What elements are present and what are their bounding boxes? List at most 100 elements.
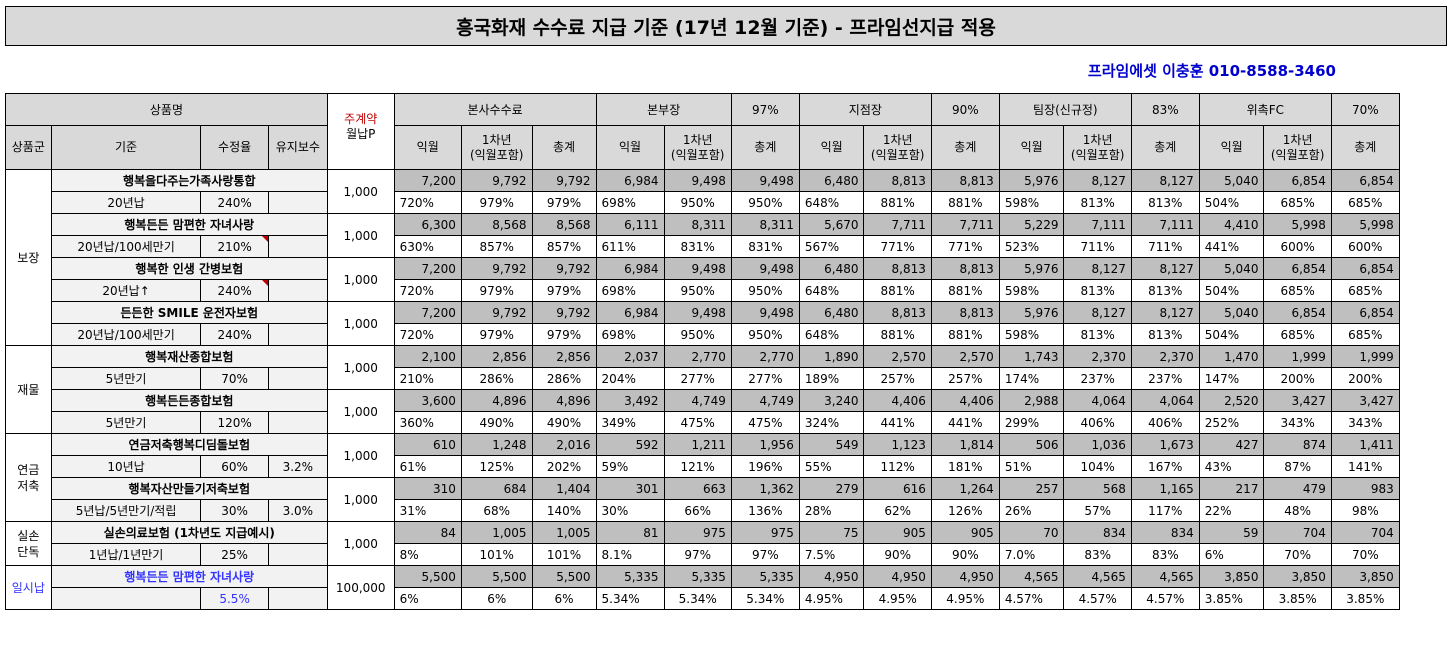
commission-amount: 1,264 [930,477,1000,500]
commission-percent: 685% [1330,279,1400,302]
year1-note: (익월포함) [469,147,524,162]
commission-amount: 427 [1198,433,1265,456]
year1-header: 1차년 (익월포함) [460,125,533,170]
commission-amount: 8,127 [1063,257,1132,280]
commission-amount: 5,976 [998,169,1065,192]
commission-amount: 4,896 [531,389,597,412]
commission-percent: 598% [998,191,1065,214]
commission-amount: 6,854 [1330,257,1400,280]
product-name: 행복재산종합보험 [50,345,328,368]
commission-amount: 663 [663,477,732,500]
commission-amount: 1,814 [930,433,1000,456]
commission-percent: 857% [460,235,533,258]
commission-amount: 3,850 [1330,565,1400,588]
commission-percent: 55% [798,455,865,478]
monthly-premium-value: 100,000 [326,565,395,610]
commission-amount: 8,127 [1130,301,1200,324]
commission-amount: 4,749 [663,389,732,412]
total-header: 총계 [531,125,597,170]
commission-amount: 983 [1330,477,1400,500]
product-group-cell: 재물 [5,345,52,434]
commission-percent: 720% [393,279,462,302]
commission-percent: 8.1% [595,543,665,566]
commission-amount: 616 [863,477,932,500]
commission-amount: 8,813 [930,257,1000,280]
product-basis: 5년납/5년만기/적립 [50,499,202,522]
commission-percent: 31% [393,499,462,522]
commission-percent: 685% [1263,191,1332,214]
commission-percent: 979% [531,323,597,346]
commission-percent: 6% [460,587,533,610]
commission-amount: 310 [393,477,462,500]
commission-percent: 771% [930,235,1000,258]
commission-amount: 5,335 [663,565,732,588]
commission-percent: 257% [930,367,1000,390]
commission-percent: 189% [798,367,865,390]
commission-percent: 881% [930,323,1000,346]
commission-amount: 75 [798,521,865,544]
commission-percent: 950% [663,323,732,346]
product-row: 재물 행복재산종합보험 1,000 2,100 2,856 2,856 2,037 2,770… [5,345,1456,434]
commission-amount: 2,856 [460,345,533,368]
header-row-2: 상품군 기준 수정율 유지보수 익월 1차년 (익월포함) 총계 익월 1차년 (익월포함)… [5,125,1456,170]
commission-amount: 4,410 [1198,213,1265,236]
commission-percent: 979% [460,279,533,302]
commission-percent: 567% [798,235,865,258]
commission-percent: 70% [1330,543,1400,566]
maintenance-fee [267,323,328,346]
commission-percent: 97% [663,543,732,566]
commission-percent: 112% [863,455,932,478]
commission-percent: 26% [998,499,1065,522]
commission-percent: 771% [863,235,932,258]
team-leader-header: 팀장(신규정) [998,93,1132,126]
commission-amount: 8,813 [863,169,932,192]
commission-percent: 6% [531,587,597,610]
maintenance-fee-header: 유지보수 [267,125,328,170]
branch-director-rate: 97% [730,93,800,126]
commission-percent: 881% [930,191,1000,214]
commission-percent: 813% [1130,323,1200,346]
commission-amount: 7,200 [393,301,462,324]
commission-amount: 8,813 [930,169,1000,192]
commission-percent: 104% [1063,455,1132,478]
commission-percent: 28% [798,499,865,522]
commission-percent: 6% [1198,543,1265,566]
commission-amount: 1,673 [1130,433,1200,456]
commission-percent: 83% [1130,543,1200,566]
product-row: 행복든든 맘편한 자녀사랑 1,000 6,300 8,568 8,568 6,111 8,… [6,213,1456,258]
commission-amount: 7,111 [1063,213,1132,236]
product-row: 행복든든종합보험 1,000 3,600 4,896 4,896 3,492 4,749 4,… [6,389,1456,434]
commission-amount: 1,404 [531,477,597,500]
commission-percent: 210% [393,367,462,390]
total-header: 총계 [930,125,1000,170]
commission-amount: 1,362 [730,477,800,500]
product-row: 연금 저축 연금저축행복디딤돌보험 1,000 610 1,248 2,016 592 1,2… [5,433,1456,522]
commission-percent: 600% [1330,235,1400,258]
product-detail-row: 20년납/100세만기 210% 630% 857% 857% 611% 831% 831% 5… [6,235,1456,258]
commission-amount: 1,890 [798,345,865,368]
commission-percent: 204% [595,367,665,390]
product-basis: 1년납/1년만기 [50,543,202,566]
commission-percent: 101% [531,543,597,566]
monthly-premium-label: 월납P [346,127,376,141]
commission-amount: 1,999 [1263,345,1332,368]
correction-rate-header: 수정율 [200,125,269,170]
commission-percent: 406% [1130,411,1200,434]
commission-amount: 9,498 [730,301,800,324]
commission-amount: 9,498 [663,301,732,324]
product-detail-row: 10년납 60% 3.2% 61% 125% 202% 59% 121% 196% 55% 112%… [6,455,1456,478]
commission-amount: 5,500 [393,565,462,588]
monthly-premium-value: 1,000 [326,345,395,390]
commission-amount: 9,792 [531,169,597,192]
year1-note: (익월포함) [1070,147,1125,162]
commission-percent: 813% [1130,279,1200,302]
product-row: 일시납 행복든든 맘편한 자녀사랑 100,000 5,500 5,500 5,500 5,… [5,565,1456,610]
commission-percent: 630% [393,235,462,258]
commission-percent: 200% [1263,367,1332,390]
commission-amount: 1,956 [730,433,800,456]
commission-percent: 648% [798,191,865,214]
commission-percent: 4.57% [1130,587,1200,610]
product-name: 행복자산만들기저축보험 [50,477,328,500]
correction-rate: 240% [200,323,269,346]
header-row-1: 상품명 주계약 월납P 본사수수료 본부장 97% 지점장 90% 팀장(신규정… [5,93,1456,170]
